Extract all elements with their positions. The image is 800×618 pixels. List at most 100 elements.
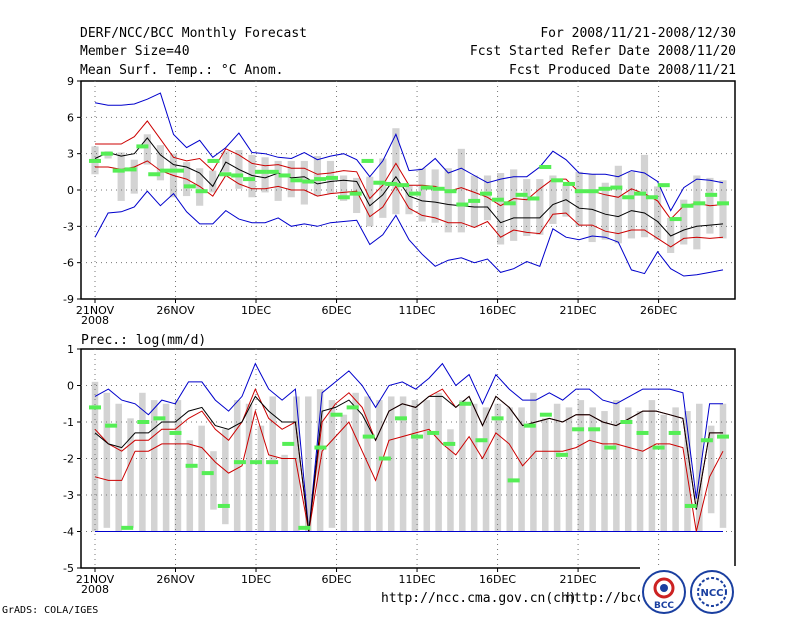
ensemble-box bbox=[418, 168, 426, 222]
ensemble-box bbox=[680, 199, 688, 245]
footer-url-ch[interactable]: http://ncc.cma.gov.cn(ch) bbox=[381, 591, 577, 606]
median-marker bbox=[705, 192, 718, 197]
ensemble-box bbox=[411, 400, 419, 532]
median-marker bbox=[314, 177, 327, 182]
median-marker bbox=[362, 434, 375, 439]
median-marker bbox=[89, 158, 101, 163]
median-marker bbox=[491, 197, 504, 202]
ensemble-box bbox=[523, 179, 531, 237]
produced-date: Fcst Produced Date 2008/11/21 bbox=[509, 63, 736, 78]
median-marker bbox=[645, 195, 658, 200]
median-marker bbox=[572, 427, 585, 432]
y-tick-label: 0 bbox=[67, 184, 74, 197]
ensemble-box bbox=[91, 381, 99, 532]
ensemble-box bbox=[575, 171, 583, 227]
footer-url-bcc[interactable]: http://bcc.c bbox=[566, 591, 660, 606]
x-tick-label: 16DEC bbox=[479, 573, 516, 586]
ensemble-box bbox=[387, 396, 395, 532]
x-tick-label: 21NOV bbox=[76, 304, 115, 317]
ensemble-box bbox=[614, 165, 622, 244]
median-marker bbox=[266, 169, 279, 174]
median-marker bbox=[100, 151, 113, 156]
median-marker bbox=[373, 180, 386, 185]
ensemble-box bbox=[553, 403, 561, 532]
median-marker bbox=[411, 434, 424, 439]
median-marker bbox=[124, 167, 137, 172]
ensemble-box bbox=[210, 451, 217, 510]
median-marker bbox=[443, 441, 456, 446]
ensemble-box bbox=[601, 411, 608, 532]
median-marker bbox=[669, 217, 682, 222]
ensemble-box bbox=[684, 411, 691, 532]
ensemble-box bbox=[198, 425, 205, 532]
ensemble-box bbox=[143, 134, 151, 165]
member-size: Member Size=40 bbox=[80, 44, 190, 59]
ensemble-box bbox=[339, 175, 348, 201]
ensemble-box bbox=[482, 407, 490, 532]
max-line bbox=[94, 362, 723, 532]
ensemble-box bbox=[399, 396, 407, 532]
ensemble-box bbox=[156, 145, 165, 181]
y-tick-label: 9 bbox=[67, 75, 74, 88]
median-marker bbox=[266, 460, 279, 465]
median-marker bbox=[539, 164, 552, 169]
ensemble-box bbox=[340, 414, 348, 532]
y-tick-label: 1 bbox=[67, 343, 74, 356]
median-marker bbox=[290, 178, 303, 183]
ensemble-box bbox=[274, 160, 282, 201]
ensemble-box bbox=[115, 403, 122, 532]
y-tick-label: -2 bbox=[63, 453, 74, 466]
lower-spread-line bbox=[95, 160, 724, 248]
ensemble-box bbox=[624, 407, 632, 532]
ensemble-box bbox=[257, 425, 265, 532]
ensemble-box bbox=[379, 158, 387, 218]
median-marker bbox=[693, 201, 706, 206]
ensemble-box bbox=[281, 454, 288, 532]
x-tick-year: 2008 bbox=[81, 314, 109, 327]
ensemble-box bbox=[366, 176, 374, 227]
median-marker bbox=[195, 189, 208, 194]
median-marker bbox=[491, 416, 504, 421]
median-marker bbox=[231, 173, 244, 178]
lower-spread-line bbox=[94, 409, 724, 532]
ensemble-box bbox=[186, 440, 194, 532]
median-marker bbox=[394, 416, 407, 421]
ensemble-box bbox=[530, 392, 537, 532]
median-marker bbox=[361, 158, 374, 163]
median-marker bbox=[408, 191, 421, 196]
median-marker bbox=[148, 172, 161, 177]
y-tick-label: -3 bbox=[63, 489, 74, 502]
ensemble-box bbox=[653, 186, 662, 240]
ensemble-mean-line bbox=[94, 137, 724, 237]
median-marker bbox=[325, 175, 338, 180]
logo-area: BCC NCC bbox=[640, 566, 736, 618]
y-tick-label: -5 bbox=[63, 562, 74, 575]
median-marker bbox=[507, 478, 520, 483]
x-tick-label: 11DEC bbox=[398, 304, 435, 317]
ensemble-box bbox=[660, 414, 668, 532]
ensemble-box bbox=[435, 392, 442, 532]
ensemble-box bbox=[328, 400, 336, 528]
ensemble-box bbox=[233, 400, 241, 532]
median-marker bbox=[136, 144, 149, 149]
median-marker bbox=[420, 185, 433, 190]
ensemble-box bbox=[648, 400, 656, 532]
ensemble-box bbox=[150, 400, 158, 532]
median-marker bbox=[250, 460, 263, 465]
ncc-logo: NCC bbox=[690, 570, 734, 614]
y-tick-label: -9 bbox=[63, 293, 74, 306]
ensemble-box bbox=[447, 429, 454, 532]
ensemble-box bbox=[636, 411, 644, 532]
ensemble-box bbox=[506, 407, 513, 532]
ensemble-box bbox=[117, 152, 125, 201]
ensemble-box bbox=[459, 400, 466, 532]
median-marker bbox=[604, 445, 617, 450]
ensemble-mean-line bbox=[94, 395, 723, 532]
median-marker bbox=[562, 181, 575, 186]
y-tick-label: -6 bbox=[63, 257, 74, 270]
median-marker bbox=[201, 471, 214, 476]
median-marker bbox=[598, 186, 611, 191]
median-marker bbox=[346, 405, 359, 410]
